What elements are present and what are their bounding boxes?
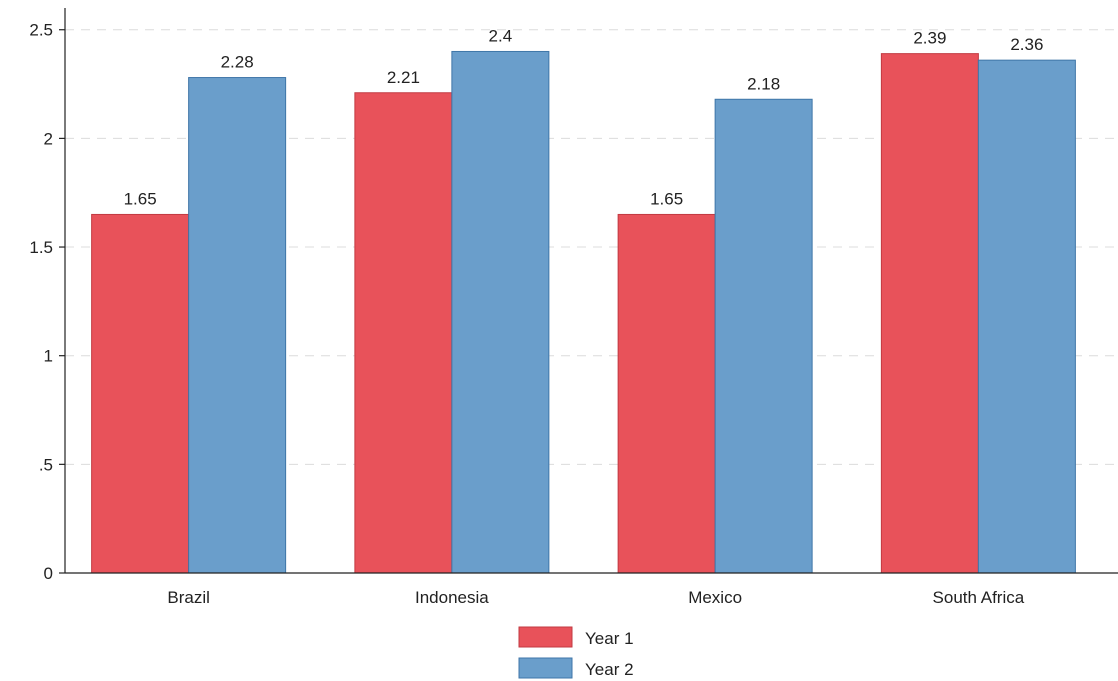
bar-south-africa-year-1 [880,53,979,574]
bar-brazil-year-2 [188,77,287,574]
legend-swatch [518,626,573,648]
bar-brazil-year-1 [91,213,190,574]
y-tick-label: 2 [44,129,53,148]
bar-indonesia-year-2 [451,50,550,574]
x-category-label: Indonesia [415,588,489,607]
y-tick-label: 1.5 [29,238,53,257]
y-tick-label: .5 [39,455,53,474]
axes: 0 .5 1 1.5 2 2.5 Brazil Indonesia Mexico South Af… [29,8,1118,607]
data-label: 2.28 [221,53,254,72]
x-category-label: South Africa [933,588,1025,607]
y-tick-label: 1 [44,347,53,366]
legend-label: Year 2 [585,660,634,679]
data-label: 2.18 [747,74,780,93]
legend: Year 1 Year 2 [518,626,634,679]
data-label: 2.21 [387,68,420,87]
data-label: 2.39 [913,29,946,48]
y-tick-label: 0 [44,564,53,583]
data-label: 1.65 [124,189,157,208]
x-category-label: Brazil [167,588,210,607]
bar-mexico-year-1 [617,213,716,574]
bars [91,50,1076,574]
y-tick-label: 2.5 [29,21,53,40]
bar-indonesia-year-1 [354,92,453,574]
x-category-label: Mexico [688,588,742,607]
legend-label: Year 1 [585,629,634,648]
legend-swatch [518,657,573,679]
data-label: 2.4 [489,26,513,45]
bar-south-africa-year-2 [977,59,1076,574]
bar-mexico-year-2 [714,98,813,574]
data-label: 1.65 [650,189,683,208]
data-label: 2.36 [1010,35,1043,54]
data-labels: 1.65 2.28 2.21 2.4 1.65 2.18 2.39 2.36 [124,26,1044,208]
